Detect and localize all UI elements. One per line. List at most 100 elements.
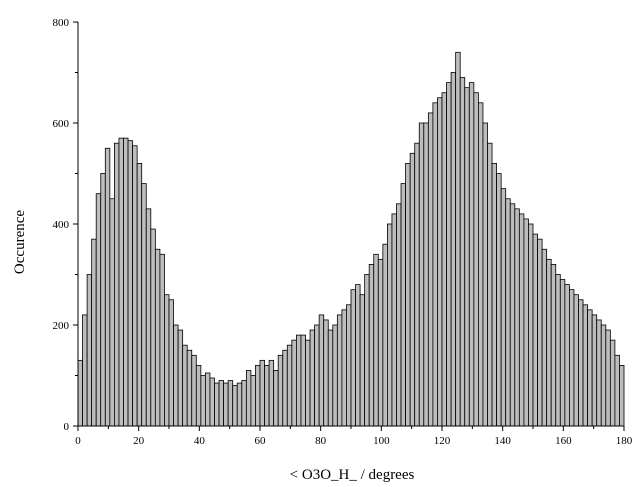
tick-labels-group: 0 20 40 60 80 100 120 140 160 180 0 200 400 600 800: [53, 17, 633, 447]
histogram-bar: [177, 329, 184, 427]
histogram-bar: [546, 258, 552, 427]
histogram-bar: [391, 213, 397, 427]
histogram-bar: [350, 289, 356, 427]
histogram-bar: [459, 77, 466, 427]
histogram-bar: [168, 299, 174, 427]
histogram-bar: [569, 289, 575, 427]
histogram-bar: [132, 145, 138, 427]
histogram-bar: [141, 183, 147, 427]
histogram-bar: [450, 72, 457, 427]
x-tick-label: 100: [373, 435, 390, 447]
histogram-bar: [123, 137, 129, 427]
histogram-bar: [286, 344, 293, 427]
histogram-bar: [104, 147, 111, 427]
histogram-bar: [318, 314, 325, 427]
histogram-bar: [509, 203, 516, 427]
histogram-bar: [423, 122, 429, 427]
histogram-bar: [136, 162, 143, 427]
y-axis-title: Occurence: [12, 210, 28, 274]
histogram-bar: [400, 183, 406, 427]
histogram-bar: [182, 344, 188, 427]
x-tick-label: 60: [255, 435, 267, 447]
histogram-bar: [150, 228, 156, 427]
histogram-bar: [236, 382, 243, 427]
histogram-bar: [496, 173, 502, 427]
histogram-bar: [382, 243, 388, 427]
histogram-bar: [232, 385, 238, 427]
x-tick-label: 160: [555, 435, 572, 447]
histogram-bar: [473, 92, 479, 427]
histogram-bar: [323, 319, 329, 427]
histogram-bar: [86, 274, 93, 427]
histogram-bar: [264, 364, 270, 427]
y-tick-label: 0: [64, 421, 70, 433]
histogram-bar: [250, 375, 256, 427]
histogram-bar: [555, 274, 561, 427]
axes-group: [73, 21, 625, 431]
x-tick-label: 0: [75, 435, 81, 447]
histogram-bar: [314, 324, 320, 427]
histogram-bar: [528, 223, 534, 427]
histogram-bar: [482, 122, 488, 427]
histogram-bar: [277, 354, 284, 427]
histogram-bar: [619, 364, 625, 427]
histogram-bar: [446, 82, 452, 427]
histogram-bar: [605, 329, 611, 427]
histogram-bar: [437, 97, 443, 427]
histogram-bar: [491, 162, 497, 427]
histogram-bar: [282, 349, 288, 427]
histogram-bar: [455, 51, 461, 427]
histogram-bar: [537, 238, 543, 427]
y-tick-label: 800: [53, 17, 70, 29]
histogram-bar: [214, 382, 220, 427]
histogram-bar: [159, 253, 165, 427]
histogram-bar: [432, 102, 438, 427]
histogram-bar: [268, 359, 275, 427]
histogram-bar: [341, 309, 347, 427]
histogram-bar: [218, 380, 225, 427]
histogram-bar: [564, 284, 570, 427]
histogram-bar: [464, 87, 470, 427]
histogram-bar: [195, 364, 202, 427]
histogram-bar: [295, 334, 302, 427]
bars-group: [77, 51, 625, 427]
histogram-bar: [409, 152, 416, 427]
histogram-bar: [118, 137, 124, 427]
histogram-bar: [523, 218, 529, 427]
histogram-bar: [346, 304, 352, 427]
histogram-bar: [514, 208, 520, 427]
histogram-bar: [591, 314, 598, 427]
histogram-bar: [532, 233, 538, 427]
histogram-bar: [477, 102, 484, 427]
histogram-bar: [209, 377, 215, 427]
y-tick-label: 200: [53, 320, 70, 332]
histogram-bar: [223, 382, 229, 427]
histogram-bar: [559, 279, 566, 427]
histogram-bar: [305, 339, 311, 427]
histogram-bar: [300, 334, 306, 427]
histogram-bar: [355, 284, 361, 427]
histogram-bar: [441, 92, 447, 427]
histogram-bar: [82, 314, 88, 427]
histogram-bar: [255, 364, 261, 427]
histogram-bar: [587, 309, 593, 427]
histogram-bar: [414, 142, 420, 427]
histogram-bar: [573, 294, 579, 427]
histogram-bar: [77, 359, 83, 427]
histogram-bar: [368, 263, 375, 427]
histogram-bar: [500, 188, 507, 427]
histogram-bar: [245, 370, 252, 427]
histogram-bar: [191, 354, 197, 427]
histogram-bar: [609, 339, 616, 427]
histogram-bar: [332, 324, 338, 427]
x-tick-label: 140: [494, 435, 511, 447]
y-tick-label: 400: [53, 219, 70, 231]
histogram-bar: [505, 198, 511, 427]
histogram-bar: [259, 359, 265, 427]
histogram-bar: [291, 339, 297, 427]
histogram-bar: [582, 304, 588, 427]
histogram-bar: [359, 294, 366, 427]
x-tick-label: 120: [434, 435, 451, 447]
x-tick-label: 40: [194, 435, 206, 447]
